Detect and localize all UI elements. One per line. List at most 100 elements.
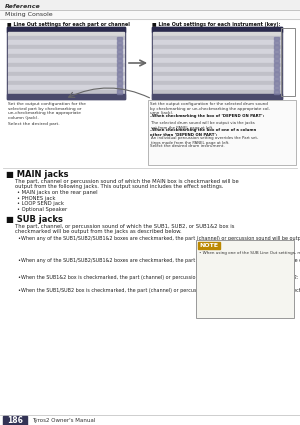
Text: When any of the SUB1/SUB2/SUB1&2 boxes are checkmarked, the part (channel) or pe: When any of the SUB1/SUB2/SUB1&2 boxes a… xyxy=(21,258,300,263)
Bar xyxy=(152,27,282,32)
Text: • Optional Speaker: • Optional Speaker xyxy=(17,207,67,212)
Bar xyxy=(153,40,281,45)
Bar xyxy=(153,49,281,54)
Bar xyxy=(8,72,124,76)
Bar xyxy=(7,27,125,99)
Text: • When using one of the SUB Line Out settings, make sure that you've connected c: • When using one of the SUB Line Out set… xyxy=(199,251,300,255)
Bar xyxy=(153,45,281,49)
Bar xyxy=(153,58,281,63)
Bar xyxy=(117,72,122,76)
Text: •: • xyxy=(17,258,20,263)
Text: The part, channel, or percussion sound of which the SUB1, SUB2, or SUB1&2 box is: The part, channel, or percussion sound o… xyxy=(15,224,235,229)
Bar xyxy=(8,63,124,67)
Text: An individual percussion setting overrides the Part set-
tings made from the PAN: An individual percussion setting overrid… xyxy=(151,136,258,144)
Bar xyxy=(148,100,296,165)
Bar xyxy=(152,27,282,99)
Text: Tyros2 Owner's Manual: Tyros2 Owner's Manual xyxy=(32,418,95,423)
Text: NOTE: NOTE xyxy=(200,243,218,248)
Bar xyxy=(274,68,279,71)
Text: 186: 186 xyxy=(7,416,23,425)
Bar xyxy=(274,45,279,49)
Bar xyxy=(0,10,300,19)
Bar xyxy=(117,68,122,71)
Bar xyxy=(153,81,281,85)
Text: • MAIN jacks on the rear panel: • MAIN jacks on the rear panel xyxy=(17,190,98,195)
Bar xyxy=(274,85,279,89)
Bar xyxy=(0,0,300,10)
Bar xyxy=(198,242,220,249)
Text: •: • xyxy=(17,236,20,241)
Bar xyxy=(8,67,124,72)
Bar xyxy=(274,59,279,62)
Bar xyxy=(153,72,281,76)
Bar xyxy=(153,85,281,90)
Text: •: • xyxy=(17,288,20,293)
Bar xyxy=(274,81,279,85)
Bar xyxy=(274,90,279,94)
Bar xyxy=(3,416,27,425)
Bar xyxy=(117,59,122,62)
Text: Reference: Reference xyxy=(5,4,41,9)
Text: ■ Line Out settings for each part or channel: ■ Line Out settings for each part or cha… xyxy=(7,22,130,27)
Text: ■ SUB jacks: ■ SUB jacks xyxy=(6,215,63,224)
Bar xyxy=(274,72,279,76)
Bar xyxy=(117,81,122,85)
Bar xyxy=(153,67,281,72)
Bar xyxy=(8,54,124,58)
Bar xyxy=(117,50,122,54)
Bar xyxy=(153,54,281,58)
Text: The part, channel or percussion sound of which the MAIN box is checkmarked will : The part, channel or percussion sound of… xyxy=(15,179,239,184)
Bar xyxy=(274,54,279,58)
Bar xyxy=(8,76,124,81)
Bar xyxy=(152,94,282,99)
Bar xyxy=(8,32,124,36)
Bar xyxy=(153,32,281,36)
Text: When the SUB1/SUB2 box is checkmarked, the part (channel) or percussion sound wi: When the SUB1/SUB2 box is checkmarked, t… xyxy=(21,288,300,293)
Bar xyxy=(8,49,124,54)
Text: ■ Line Out settings for each instrument (key):: ■ Line Out settings for each instrument … xyxy=(152,22,280,27)
Bar xyxy=(117,54,122,58)
Text: –When checkmarking the box of one of a column
other than ‘DEPEND ON PART’:: –When checkmarking the box of one of a c… xyxy=(150,128,256,136)
Bar xyxy=(117,37,122,40)
Bar xyxy=(117,41,122,45)
Text: When any of the SUB1/SUB2/SUB1&2 boxes are checkmarked, the part (channel) or pe: When any of the SUB1/SUB2/SUB1&2 boxes a… xyxy=(21,236,300,241)
Bar xyxy=(281,28,295,96)
Bar xyxy=(274,76,279,80)
Text: Select the desired drum instrument.: Select the desired drum instrument. xyxy=(150,144,225,148)
Bar xyxy=(8,85,124,90)
Bar xyxy=(274,41,279,45)
Bar xyxy=(153,90,281,94)
Text: The selected drum sound will be output via the jacks
set from the PANEL page at : The selected drum sound will be output v… xyxy=(151,121,255,130)
Bar xyxy=(8,45,124,49)
Text: Set the output configuration for the selected drum sound
by checkmarking or un-c: Set the output configuration for the sel… xyxy=(150,102,270,115)
Bar xyxy=(153,36,281,40)
Bar xyxy=(153,63,281,67)
Bar xyxy=(117,45,122,49)
Text: •: • xyxy=(17,275,20,280)
Text: Mixing Console: Mixing Console xyxy=(5,12,52,17)
Bar xyxy=(196,240,294,318)
Bar xyxy=(274,37,279,40)
Bar xyxy=(7,94,125,99)
Bar xyxy=(117,85,122,89)
Bar xyxy=(8,81,124,85)
Text: When the SUB1&2 box is checkmarked, the part (channel) or percussion sound will : When the SUB1&2 box is checkmarked, the … xyxy=(21,275,300,280)
Bar xyxy=(274,63,279,67)
Text: Set the output configuration for the
selected part by checkmarking or
un-checkma: Set the output configuration for the sel… xyxy=(8,102,86,120)
Text: • LOOP SEND jack: • LOOP SEND jack xyxy=(17,201,64,206)
Bar xyxy=(153,76,281,81)
Bar xyxy=(8,58,124,63)
Text: ■ MAIN jacks: ■ MAIN jacks xyxy=(6,170,68,179)
Text: output from the following jacks. This output sound includes the effect settings.: output from the following jacks. This ou… xyxy=(15,184,223,189)
Bar xyxy=(8,40,124,45)
Text: Select the desired part.: Select the desired part. xyxy=(8,122,60,126)
Bar xyxy=(117,90,122,94)
Text: • PHONES jack: • PHONES jack xyxy=(17,196,56,201)
Bar xyxy=(274,50,279,54)
Bar xyxy=(117,63,122,67)
Bar xyxy=(8,90,124,94)
Text: –When checkmarking the box of ‘DEPEND ON PART’:: –When checkmarking the box of ‘DEPEND ON… xyxy=(150,114,264,118)
Text: checkmarked will be output from the jacks as described below.: checkmarked will be output from the jack… xyxy=(15,229,181,234)
Bar xyxy=(8,36,124,40)
Bar xyxy=(7,27,125,32)
